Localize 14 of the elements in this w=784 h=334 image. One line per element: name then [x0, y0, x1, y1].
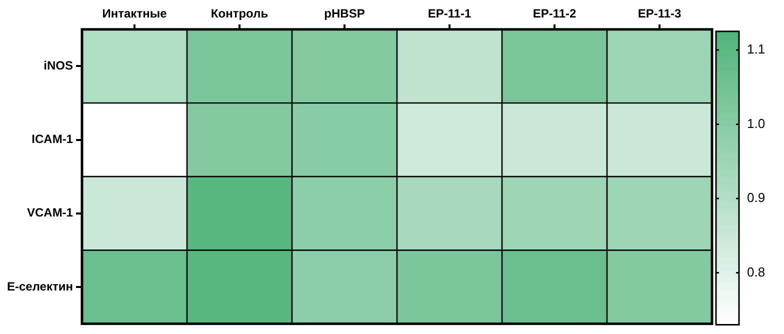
y-tick-label: E-селектин	[6, 279, 73, 294]
x-tick-label: Интактные	[102, 6, 168, 21]
x-tick-label: Контроль	[210, 6, 268, 21]
y-tick-label: ICAM-1	[32, 132, 74, 146]
y-tick-label: VCAM-1	[26, 206, 74, 220]
x-tick-label: EP-11-2	[532, 6, 577, 21]
color-bar-label: 1.0	[747, 116, 766, 131]
x-tick-label: EP-11-1	[428, 6, 472, 21]
color-bar-label: 0.8	[747, 264, 766, 280]
color-bar-label: 0.9	[747, 190, 766, 206]
x-tick-label: EP-11-3	[638, 6, 682, 21]
color-bar-label: 1.1	[747, 42, 766, 57]
y-tick-label: iNOS	[44, 58, 73, 73]
x-tick-label: pHBSP	[324, 6, 365, 21]
